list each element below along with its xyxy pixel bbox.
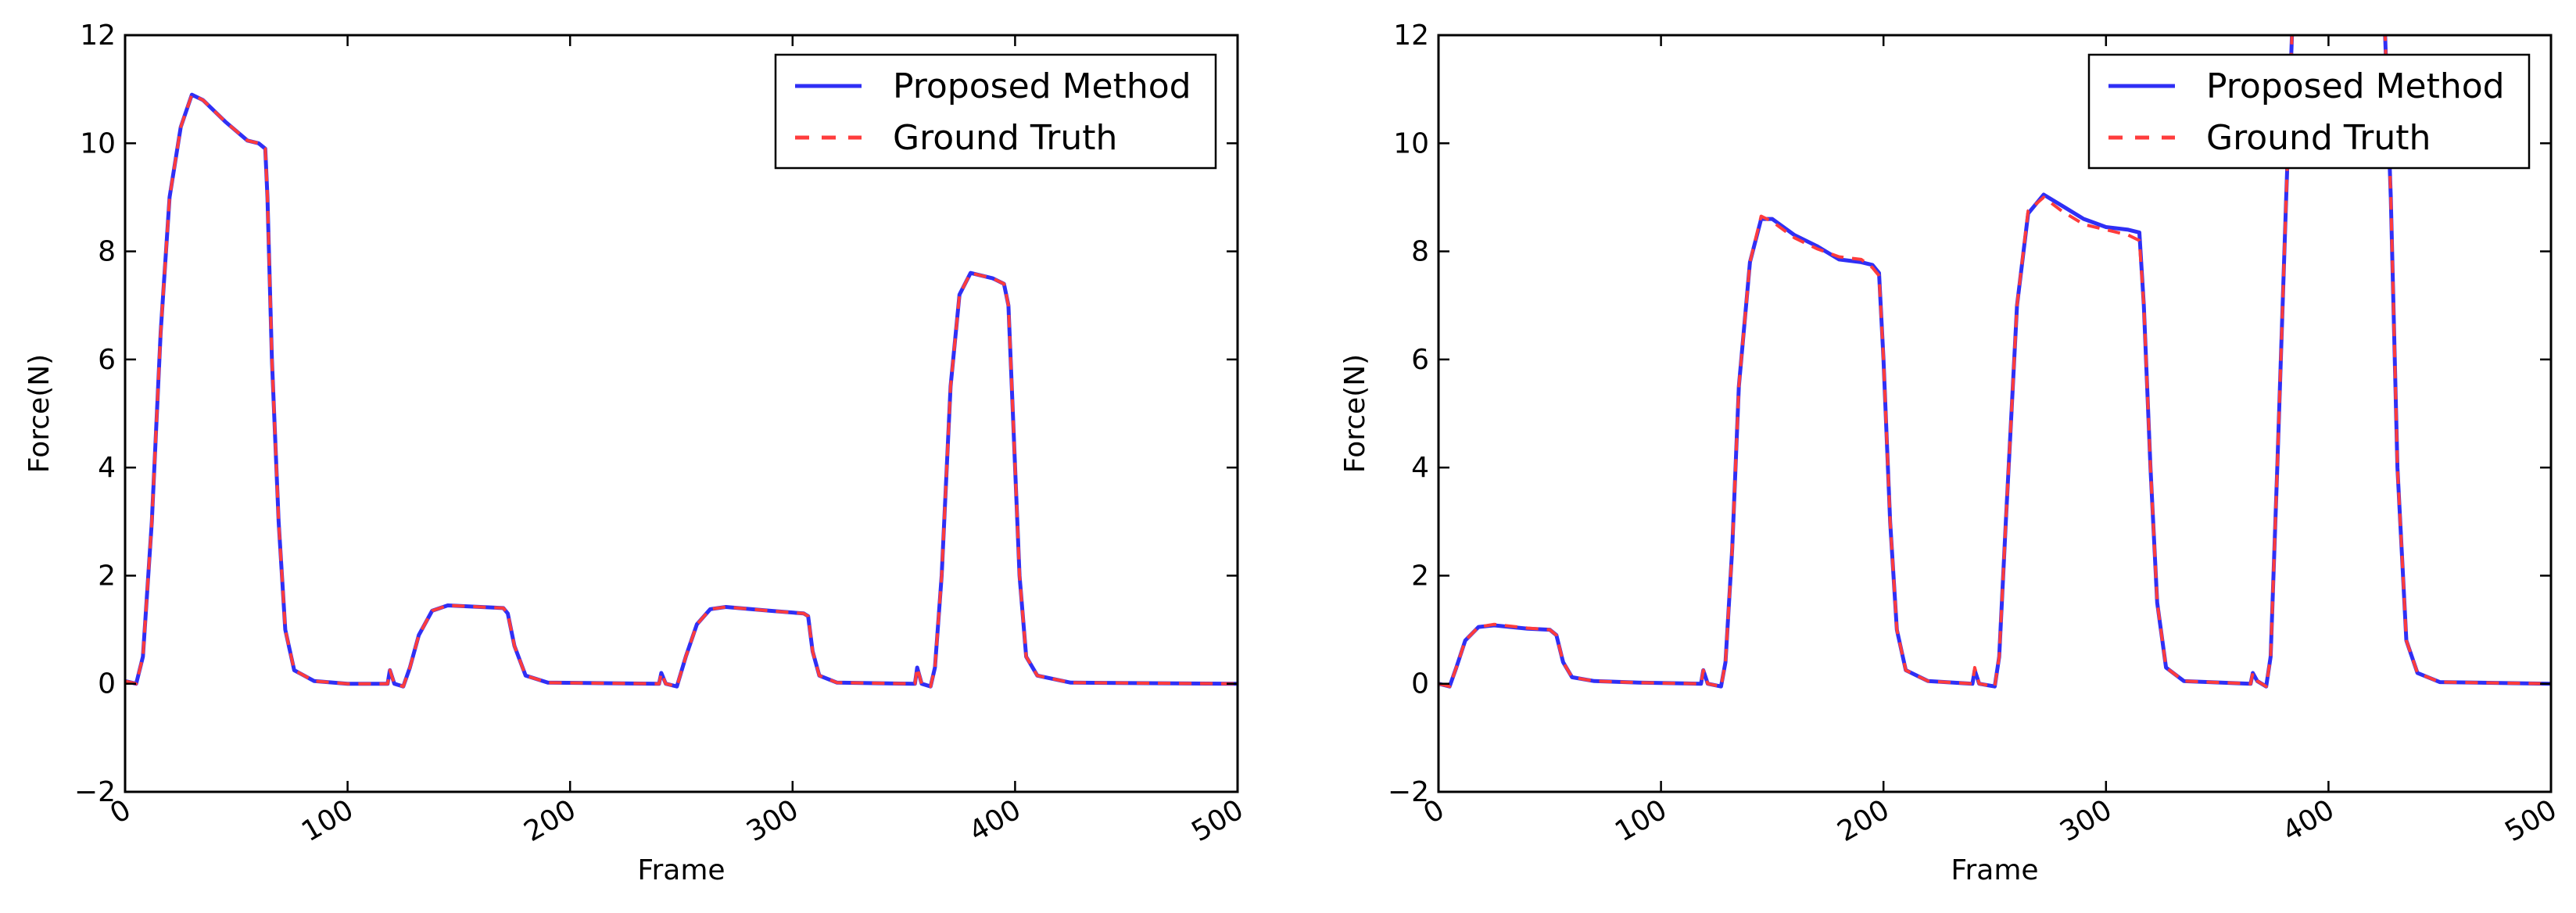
- y-tick-label: −2: [1388, 776, 1429, 808]
- y-tick-label: 8: [1411, 236, 1429, 268]
- legend-label-ground-truth: Ground Truth: [893, 118, 1117, 158]
- x-tick-label: 400: [2277, 793, 2340, 848]
- legend-label-proposed-method: Proposed Method: [2206, 66, 2505, 106]
- y-tick-label: 4: [1411, 452, 1429, 484]
- plot-frame: [1437, 34, 2553, 793]
- y-tick-label: −2: [74, 776, 116, 808]
- legend-label-proposed-method: Proposed Method: [893, 66, 1191, 106]
- x-tick-label: 0: [1418, 793, 1449, 830]
- legend: Proposed Method Ground Truth: [774, 53, 1217, 170]
- series-line-ground-truth: [125, 93, 1238, 689]
- x-tick-label: 300: [2055, 793, 2117, 848]
- x-tick-label: 100: [1610, 793, 1672, 848]
- x-axis-label: Frame: [1951, 854, 2038, 886]
- legend-box: [774, 53, 1217, 170]
- series-line-proposed-method: [125, 92, 1238, 689]
- y-tick-label: 12: [80, 20, 116, 52]
- y-tick-label: 2: [1411, 560, 1429, 592]
- plot-frame: [124, 34, 1239, 793]
- y-tick-label: 8: [98, 236, 116, 268]
- y-tick-label: 4: [98, 452, 116, 484]
- x-tick-label: 400: [964, 793, 1026, 848]
- y-tick-label: 2: [98, 560, 116, 592]
- x-tick-label: 0: [105, 793, 136, 830]
- y-tick-label: 6: [98, 344, 116, 376]
- y-tick-label: 0: [1411, 668, 1429, 700]
- y-tick-label: 10: [80, 127, 116, 159]
- legend-box: [2087, 53, 2531, 170]
- x-tick-label: 500: [1186, 793, 1249, 848]
- y-axis-label: Force(N): [1339, 354, 1371, 473]
- legend: Proposed Method Ground Truth: [2087, 53, 2531, 170]
- y-tick-label: 12: [1393, 20, 1429, 52]
- x-tick-label: 500: [2499, 793, 2562, 848]
- y-tick-label: 0: [98, 668, 116, 700]
- x-axis-label: Frame: [637, 854, 725, 886]
- series-line-ground-truth: [1438, 35, 2551, 689]
- x-tick-label: 300: [741, 793, 804, 848]
- legend-label-ground-truth: Ground Truth: [2206, 118, 2431, 158]
- x-tick-label: 100: [296, 793, 359, 848]
- y-tick-label: 6: [1411, 344, 1429, 376]
- x-tick-label: 200: [519, 793, 582, 848]
- x-tick-label: 200: [1833, 793, 1895, 848]
- y-tick-label: 10: [1393, 127, 1429, 159]
- y-axis-label: Force(N): [23, 354, 56, 473]
